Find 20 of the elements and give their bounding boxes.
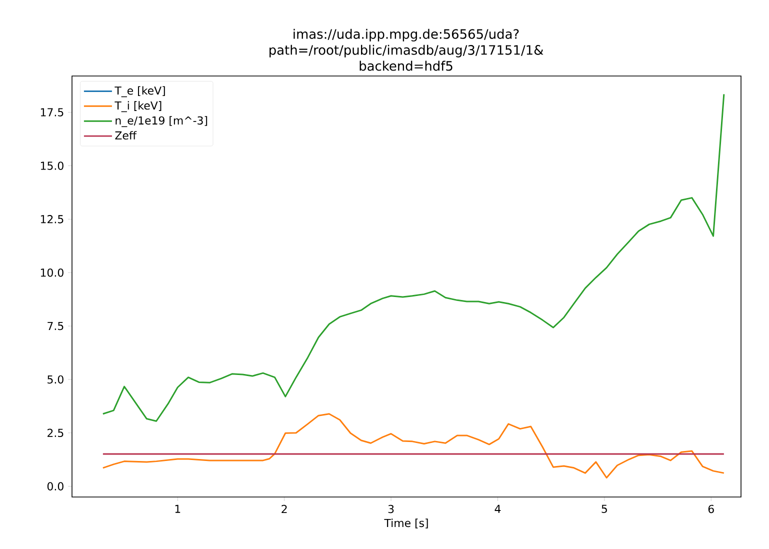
y-tick-label: 12.5	[40, 215, 64, 224]
x-tick-label: 3	[388, 504, 394, 514]
x-tick-label: 1	[175, 504, 180, 513]
legend-label: Zeff	[115, 131, 137, 140]
y-tick-label: 5.0	[48, 375, 64, 384]
x-axis-title: Time [s]	[384, 518, 428, 528]
x-tick-label: 5	[602, 504, 607, 513]
legend-label: n_e/1e19 [m^-3]	[116, 116, 208, 128]
y-tick-label: 0.0	[47, 482, 64, 490]
y-tick-label: 2.5	[48, 428, 64, 438]
y-tick-label: 17.5	[40, 108, 64, 116]
x-tick-label: 4	[494, 504, 501, 513]
legend-label: T_i [keV]	[114, 101, 162, 112]
y-tick-label: 10.0	[40, 268, 64, 277]
y-tick-label: 15.0	[40, 162, 64, 170]
x-tick-label: 6	[708, 504, 714, 514]
legend-label: T_e [keV]	[114, 86, 165, 98]
x-tick-label: 2	[282, 504, 287, 513]
chart-title: imas://uda.ipp.mpg.de:56565/uda? path=/root/public/imasdb/aug/3/17151/1& backend=hdf5	[270, 28, 544, 71]
y-tick-label: 7.5	[48, 322, 64, 330]
